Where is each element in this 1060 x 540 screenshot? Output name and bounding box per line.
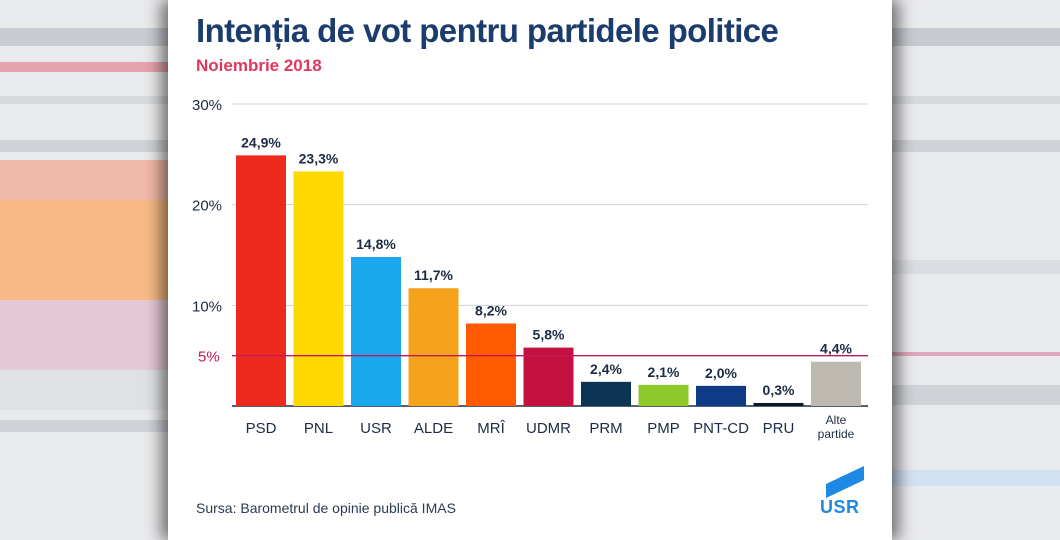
- chart-subtitle: Noiembrie 2018: [196, 56, 322, 75]
- bar: [293, 171, 344, 406]
- value-label: 4,4%: [820, 341, 852, 357]
- value-label: 0,3%: [763, 382, 795, 398]
- bar: [638, 384, 689, 406]
- bars-layer: [236, 155, 861, 406]
- y-tick-label: 20%: [192, 198, 222, 215]
- value-label: 5,8%: [533, 327, 565, 343]
- category-label: PRU: [763, 420, 795, 437]
- bar: [236, 155, 286, 406]
- category-label: PNL: [304, 420, 333, 437]
- bar: [696, 385, 746, 406]
- background-left: [0, 0, 200, 540]
- category-label: PNT-CD: [693, 420, 749, 437]
- bar: [466, 323, 516, 406]
- usr-logo-icon: [826, 466, 864, 498]
- value-label: 2,4%: [590, 361, 622, 377]
- category-label: USR: [360, 420, 392, 437]
- chart-title: Intenția de vot pentru partidele politic…: [196, 12, 779, 49]
- bar: [351, 257, 401, 406]
- labels-layer: 10% 20% 30% 24,9% PSD 23,3% PNL 14,8% USR 11,7% AL…: [192, 97, 868, 441]
- category-label: ALDE: [414, 420, 453, 437]
- source-note: Sursa: Barometrul de opinie publică IMAS: [196, 500, 456, 516]
- bar: [408, 288, 459, 406]
- category-label: PSD: [246, 420, 277, 437]
- value-label: 2,1%: [648, 364, 680, 380]
- category-label: UDMR: [526, 420, 571, 437]
- y-tick-label: 30%: [192, 97, 222, 114]
- category-label: partide: [818, 427, 855, 441]
- bar: [523, 347, 574, 406]
- y-tick-label: 10%: [192, 298, 222, 315]
- value-label: 23,3%: [299, 150, 339, 166]
- bar: [581, 381, 631, 406]
- category-label: Alte: [826, 413, 847, 427]
- bar-chart: 10% 20% 30% 24,9% PSD 23,3% PNL 14,8% USR 11,7% AL…: [192, 97, 868, 441]
- chart-card: Intenția de vot pentru partidele politic…: [168, 0, 892, 540]
- category-label: PRM: [589, 420, 622, 437]
- value-label: 14,8%: [356, 236, 396, 252]
- bar: [811, 361, 861, 406]
- value-label: 8,2%: [475, 302, 507, 318]
- category-label: PMP: [647, 420, 680, 437]
- bar: [753, 402, 804, 406]
- value-label: 2,0%: [705, 365, 737, 381]
- value-label: 24,9%: [241, 134, 281, 150]
- value-label: 11,7%: [414, 267, 453, 283]
- reference-line-label: 5%: [198, 349, 220, 366]
- logo-text: USR: [820, 497, 860, 517]
- background-right: [860, 0, 1060, 540]
- category-label: MRÎ: [477, 420, 505, 437]
